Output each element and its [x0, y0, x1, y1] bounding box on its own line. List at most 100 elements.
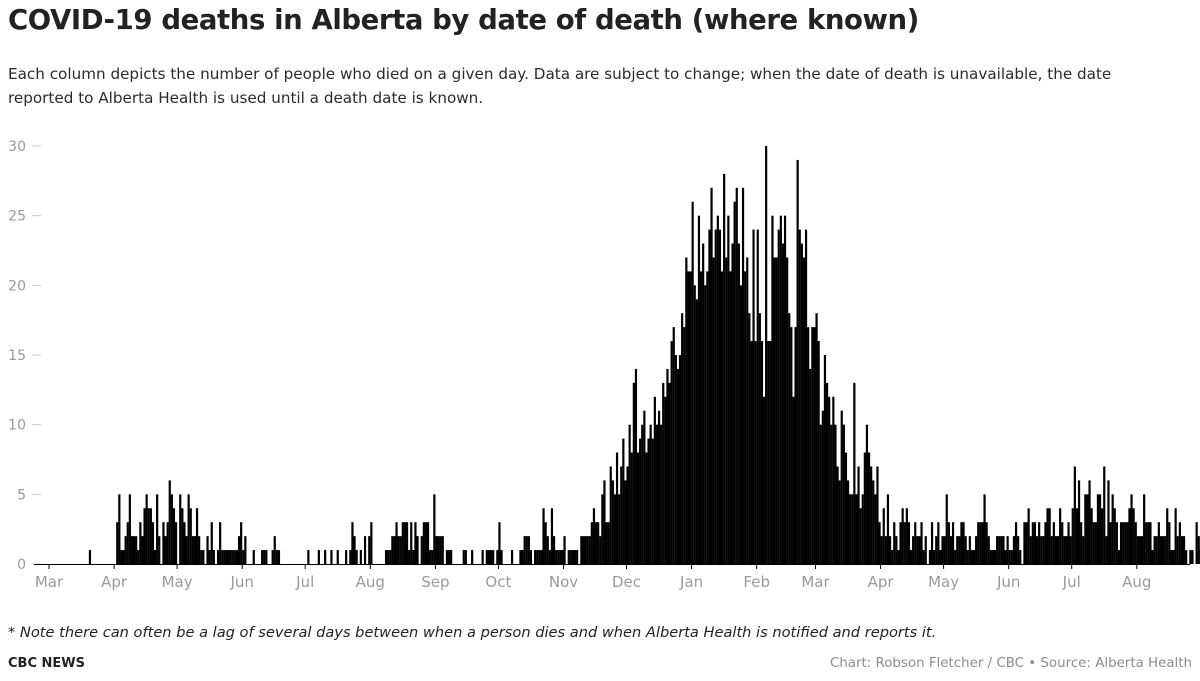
- bar: [895, 536, 898, 564]
- bar: [639, 438, 642, 564]
- bar: [960, 522, 963, 564]
- bar: [870, 466, 873, 564]
- bar: [1138, 536, 1142, 564]
- bar: [704, 285, 707, 564]
- bar: [958, 536, 961, 564]
- bar: [561, 550, 564, 564]
- bar: [786, 257, 789, 564]
- bar: [884, 536, 887, 564]
- bar: [964, 536, 967, 564]
- bar: [647, 438, 650, 564]
- bar: [800, 243, 803, 564]
- bar: [1094, 522, 1097, 564]
- bar: [569, 550, 572, 564]
- bar: [586, 536, 589, 564]
- bar: [878, 522, 881, 564]
- bar: [447, 550, 451, 564]
- bar: [275, 550, 278, 564]
- bar: [907, 522, 911, 564]
- x-tick-label: Mar: [801, 573, 830, 591]
- bar: [672, 327, 675, 564]
- bar: [975, 536, 978, 564]
- x-tick-label: Jun: [996, 573, 1020, 591]
- bar: [1197, 536, 1200, 564]
- bar: [748, 313, 751, 564]
- x-tick-label: Aug: [356, 573, 385, 591]
- x-tick-label: Feb: [743, 573, 770, 591]
- bar: [433, 494, 436, 564]
- bar: [261, 550, 264, 564]
- y-tick-label: 25: [8, 209, 26, 225]
- bar: [790, 327, 793, 564]
- bar: [223, 550, 226, 564]
- bar: [832, 396, 835, 564]
- bar: [158, 536, 161, 564]
- bar: [496, 550, 499, 564]
- bar: [758, 313, 761, 564]
- bar: [233, 550, 236, 564]
- bar: [626, 466, 629, 564]
- y-tick-label: 20: [8, 278, 26, 294]
- bar: [552, 536, 556, 564]
- bar: [355, 550, 358, 564]
- bar: [151, 522, 155, 564]
- bar: [605, 522, 608, 564]
- y-tick-label: 5: [17, 487, 26, 503]
- bar: [395, 522, 398, 564]
- bar: [195, 508, 199, 564]
- bar: [760, 341, 764, 564]
- bar: [674, 355, 677, 564]
- bar: [842, 424, 845, 564]
- bar: [1128, 508, 1131, 564]
- bar: [166, 522, 169, 564]
- bar: [888, 536, 892, 564]
- bar: [481, 550, 484, 564]
- bar: [185, 536, 188, 564]
- bar: [240, 522, 243, 564]
- chart-title: COVID-19 deaths in Alberta by date of de…: [8, 4, 919, 36]
- bar: [252, 550, 255, 564]
- bar: [634, 368, 638, 564]
- bar: [928, 550, 932, 564]
- bar: [200, 550, 203, 564]
- bar: [363, 536, 367, 564]
- bar: [615, 452, 619, 564]
- bar: [981, 522, 984, 564]
- bar: [534, 550, 537, 564]
- bar: [859, 508, 862, 564]
- bar: [122, 550, 125, 564]
- bar: [542, 508, 545, 564]
- bar: [559, 550, 562, 564]
- bar: [441, 536, 444, 564]
- bar: [653, 396, 656, 564]
- bar: [546, 536, 549, 564]
- bar: [464, 550, 467, 564]
- bar: [914, 522, 917, 564]
- bar: [225, 550, 228, 564]
- bar: [1185, 550, 1188, 564]
- bar: [485, 550, 488, 564]
- bar: [187, 494, 190, 564]
- bar: [116, 522, 119, 564]
- bar: [523, 536, 526, 564]
- bar: [450, 550, 453, 564]
- bar: [865, 424, 869, 564]
- bar: [1080, 522, 1083, 564]
- bar: [882, 508, 885, 564]
- bar: [1176, 536, 1179, 564]
- bar: [830, 424, 833, 564]
- bar: [336, 550, 339, 564]
- bar: [708, 229, 711, 564]
- x-tick-label: Oct: [485, 573, 511, 591]
- bar: [1107, 480, 1110, 564]
- bar: [697, 215, 701, 565]
- bar: [273, 536, 276, 564]
- bar: [174, 522, 178, 564]
- bar: [651, 438, 654, 564]
- bar: [242, 550, 245, 564]
- bar: [641, 424, 644, 564]
- bar: [189, 508, 192, 564]
- bar: [632, 382, 635, 564]
- y-tick-label: 15: [8, 348, 26, 364]
- bar: [611, 480, 614, 564]
